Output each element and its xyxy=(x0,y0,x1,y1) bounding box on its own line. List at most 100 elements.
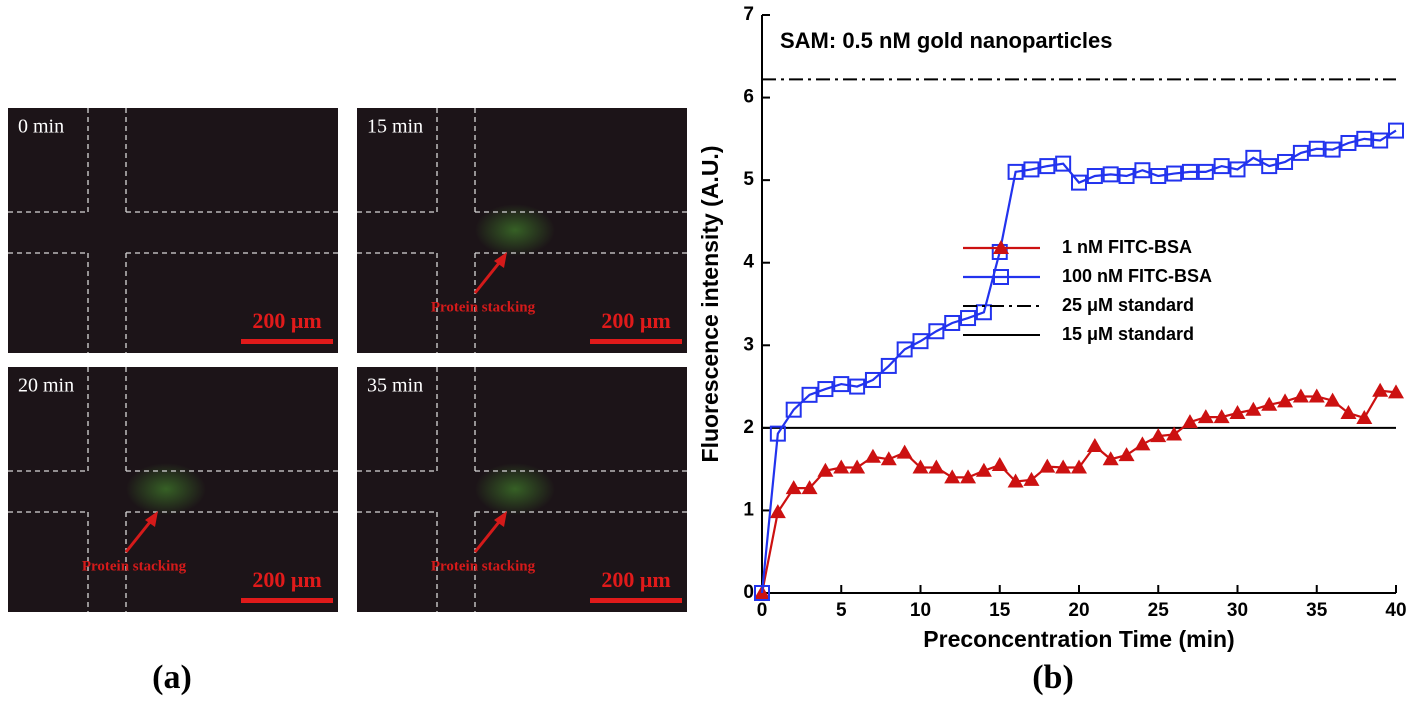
micrograph: 35 min Protein stacking 200 μm xyxy=(357,367,687,612)
marker xyxy=(960,310,977,327)
marker xyxy=(1055,155,1072,172)
y-tick-label: 3 xyxy=(743,334,754,355)
micrograph: 0 min 200 μm xyxy=(8,108,338,353)
legend-label: 1 nM FITC-BSA xyxy=(1062,237,1192,257)
marker xyxy=(1181,414,1198,429)
marker xyxy=(1007,163,1024,180)
marker xyxy=(1324,392,1341,407)
marker xyxy=(1292,388,1309,403)
time-label: 15 min xyxy=(367,116,423,138)
scale-label: 200 μm xyxy=(252,567,321,592)
marker xyxy=(817,381,834,398)
scale-label: 200 μm xyxy=(252,308,321,333)
marker xyxy=(1324,141,1341,158)
series-line xyxy=(760,129,1397,594)
micrograph: 20 min Protein stacking 200 μm xyxy=(8,367,338,612)
x-tick-label: 40 xyxy=(1385,600,1406,621)
marker xyxy=(817,462,834,477)
marker xyxy=(944,469,961,484)
marker xyxy=(1039,158,1056,175)
annotation: Protein stacking xyxy=(431,558,536,574)
marker xyxy=(975,462,992,477)
y-tick-label: 7 xyxy=(743,4,754,25)
marker xyxy=(864,371,881,388)
x-axis-label: Preconcentration Time (min) xyxy=(923,626,1234,652)
marker xyxy=(1102,451,1119,466)
marker xyxy=(896,341,913,358)
marker xyxy=(944,314,961,331)
arrow-head xyxy=(494,511,507,527)
marker xyxy=(864,448,881,463)
marker xyxy=(1086,168,1103,185)
marker xyxy=(1134,162,1151,179)
marker xyxy=(1166,165,1183,182)
marker xyxy=(880,451,897,466)
marker xyxy=(1039,458,1056,473)
marker xyxy=(1245,401,1262,416)
marker xyxy=(1277,393,1294,408)
y-tick-label: 0 xyxy=(743,582,754,603)
x-tick-label: 20 xyxy=(1068,600,1089,621)
marker xyxy=(1229,161,1246,178)
marker xyxy=(1071,174,1087,191)
marker xyxy=(849,459,866,474)
marker xyxy=(1372,132,1389,149)
marker xyxy=(912,459,929,474)
marker xyxy=(1055,459,1072,474)
marker xyxy=(1213,409,1230,424)
scale-label: 200 μm xyxy=(601,308,670,333)
x-tick-label: 10 xyxy=(910,600,931,621)
marker xyxy=(833,376,850,393)
marker xyxy=(1102,166,1119,183)
marker xyxy=(1372,382,1389,397)
marker xyxy=(849,378,866,395)
marker xyxy=(1388,384,1404,399)
x-tick-label: 30 xyxy=(1227,600,1248,621)
x-tick-label: 35 xyxy=(1306,600,1328,621)
scale-bar xyxy=(590,598,682,603)
chart-annotation: SAM: 0.5 nM gold nanoparticles xyxy=(780,28,1112,53)
y-tick-label: 5 xyxy=(743,169,754,190)
marker xyxy=(1356,409,1373,424)
y-tick-label: 2 xyxy=(743,417,754,438)
fluorescence-glow xyxy=(126,463,206,515)
legend-label: 100 nM FITC-BSA xyxy=(1062,266,1212,286)
y-tick-label: 6 xyxy=(743,87,754,108)
image-background xyxy=(8,108,338,353)
marker xyxy=(1197,163,1214,180)
marker xyxy=(769,504,786,519)
time-label: 0 min xyxy=(18,116,64,138)
marker xyxy=(1229,404,1246,419)
x-tick-label: 5 xyxy=(836,600,847,621)
marker xyxy=(1213,158,1230,175)
marker xyxy=(1118,447,1135,462)
marker xyxy=(785,480,802,495)
marker xyxy=(1340,134,1357,151)
marker xyxy=(1245,149,1262,166)
marker xyxy=(1118,168,1135,185)
time-label: 35 min xyxy=(367,375,423,397)
scale-bar xyxy=(590,339,682,344)
marker xyxy=(785,401,802,418)
marker xyxy=(1292,144,1309,161)
marker xyxy=(1356,130,1373,147)
marker xyxy=(1166,426,1183,441)
marker xyxy=(1308,140,1325,157)
marker xyxy=(880,357,897,374)
scale-bar xyxy=(241,598,333,603)
fluorescence-glow xyxy=(475,463,555,515)
arrow-head xyxy=(494,252,507,268)
marker xyxy=(1086,438,1103,453)
marker xyxy=(833,459,850,474)
marker xyxy=(1150,428,1167,443)
marker xyxy=(1261,396,1278,411)
marker xyxy=(1150,168,1167,185)
legend-label: 25 μM standard xyxy=(1062,295,1194,315)
series-line xyxy=(760,389,1397,594)
marker xyxy=(1340,404,1357,419)
marker xyxy=(1023,471,1040,486)
y-axis-label: Fluorescence intensity (A.U.) xyxy=(697,146,723,463)
marker xyxy=(928,323,945,340)
panel-label: (a) xyxy=(152,659,192,696)
